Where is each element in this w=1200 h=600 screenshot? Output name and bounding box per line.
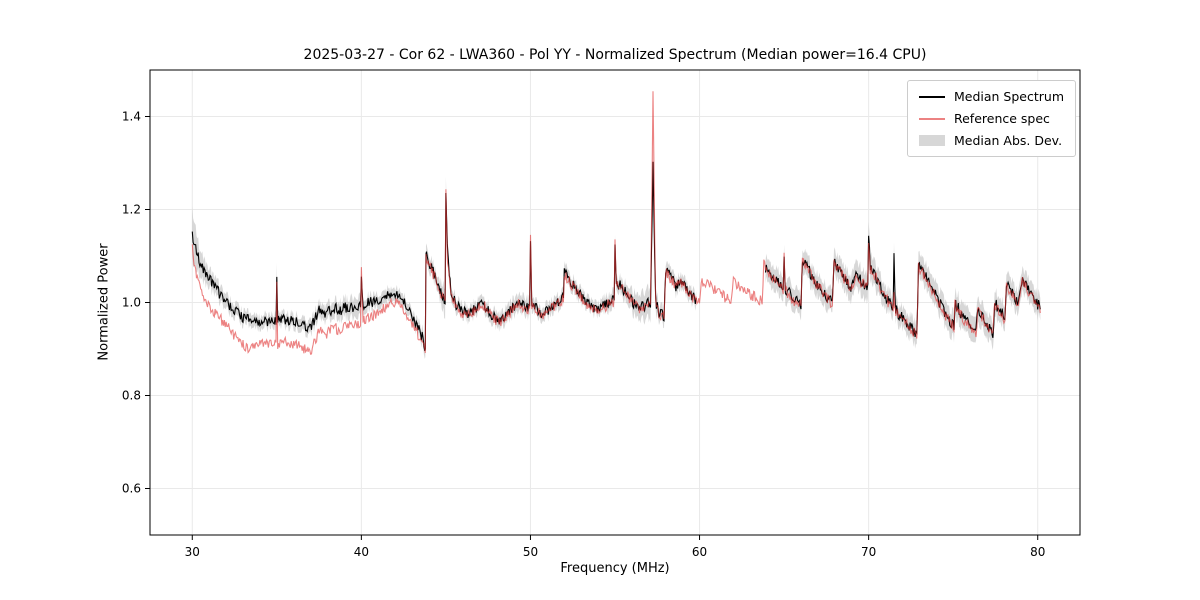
- x-tick-label: 40: [354, 545, 369, 559]
- y-tick-label: 1.4: [122, 110, 141, 124]
- median-spectrum-line: [191, 161, 697, 352]
- median-line-swatch: [918, 95, 945, 98]
- legend: Median Spectrum Reference spec Median Ab…: [906, 80, 1076, 157]
- reference-spec-line: [191, 91, 1041, 355]
- mad-band: [765, 221, 1041, 351]
- y-axis-label: Normalized Power: [96, 243, 112, 361]
- x-tick-label: 70: [861, 545, 876, 559]
- y-tick-label: 1.0: [122, 296, 141, 310]
- y-tick-label: 1.2: [122, 203, 141, 217]
- legend-label-mad: Median Abs. Dev.: [953, 133, 1063, 148]
- legend-entry-mad: Median Abs. Dev.: [918, 133, 1064, 148]
- legend-entry-median: Median Spectrum: [918, 89, 1064, 104]
- x-tick-label: 80: [1030, 545, 1045, 559]
- mad-band-swatch: [918, 135, 945, 146]
- x-tick-label: 50: [523, 545, 538, 559]
- y-tick-label: 0.8: [122, 389, 141, 403]
- mad-band: [192, 145, 697, 359]
- reference-line-swatch: [918, 117, 945, 120]
- x-tick-label: 60: [692, 545, 707, 559]
- legend-label-median: Median Spectrum: [953, 89, 1064, 104]
- chart-title: 2025-03-27 - Cor 62 - LWA360 - Pol YY - …: [303, 47, 927, 63]
- y-tick-label: 0.6: [122, 482, 141, 496]
- x-tick-label: 30: [185, 545, 200, 559]
- x-axis-label: Frequency (MHz): [560, 561, 670, 576]
- legend-entry-reference: Reference spec: [918, 111, 1064, 126]
- legend-label-reference: Reference spec: [953, 111, 1050, 126]
